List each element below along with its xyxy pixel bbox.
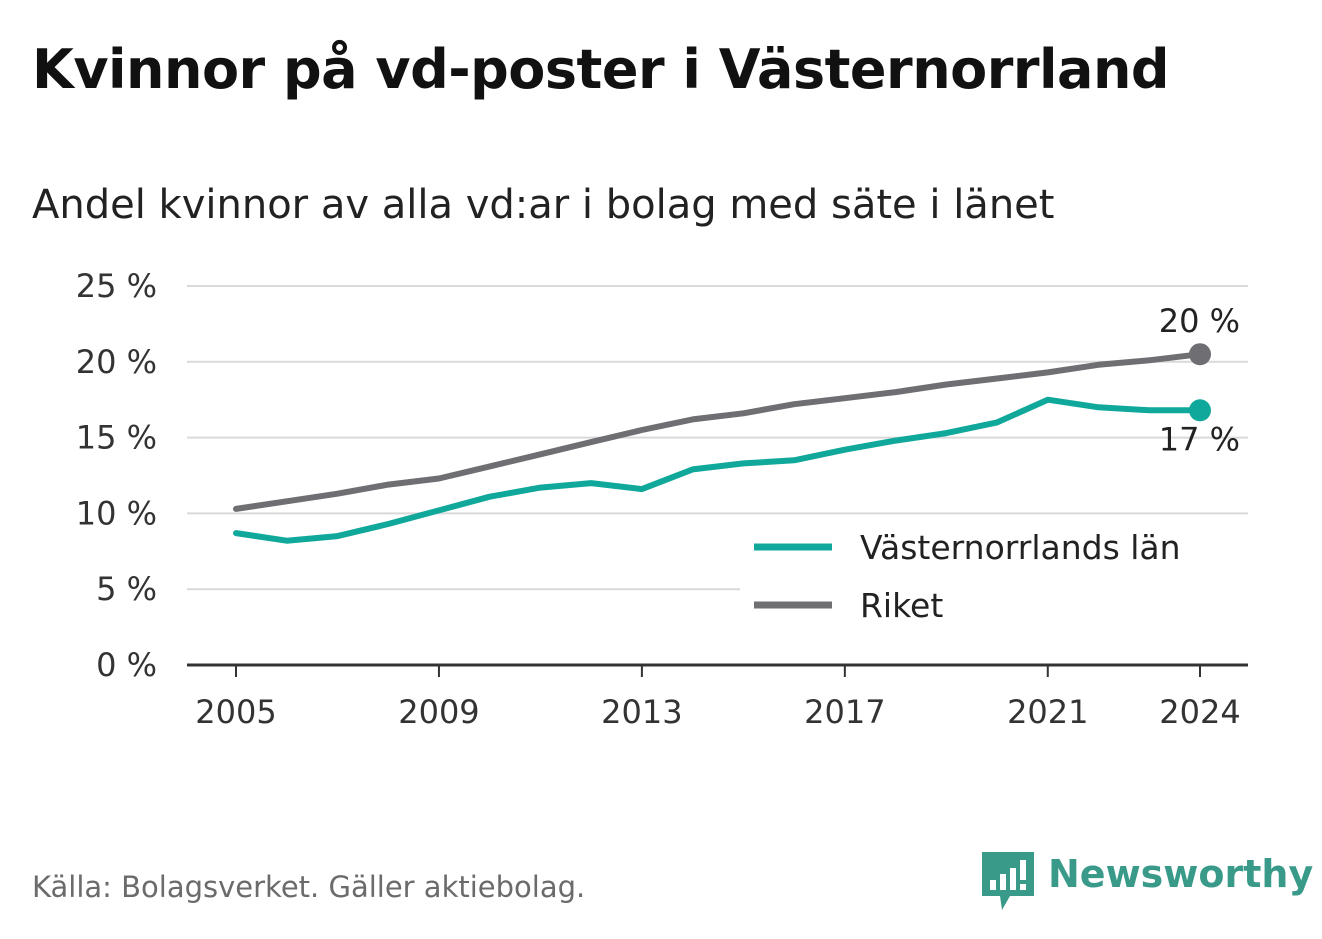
series-line bbox=[233, 351, 1203, 512]
series-lines bbox=[233, 343, 1211, 544]
newsworthy-logo: Newsworthy bbox=[980, 848, 1313, 912]
legend-box bbox=[740, 516, 1248, 634]
x-tick-label: 2009 bbox=[398, 693, 479, 731]
newsworthy-logo-icon bbox=[982, 852, 1034, 910]
logo-text: Newsworthy bbox=[1048, 852, 1314, 896]
y-axis: 0 % 5 % 10 % 15 % 20 % 25 % bbox=[76, 267, 157, 684]
end-value-label: 17 % bbox=[1159, 420, 1240, 458]
y-tick-label: 20 % bbox=[76, 343, 157, 381]
source-note: Källa: Bolagsverket. Gäller aktiebolag. bbox=[32, 870, 586, 904]
chart-subtitle: Andel kvinnor av alla vd:ar i bolag med … bbox=[32, 182, 1055, 228]
y-tick-label: 5 % bbox=[96, 570, 157, 608]
legend-label: Riket bbox=[860, 586, 943, 625]
y-tick-label: 15 % bbox=[76, 419, 157, 457]
grid-lines bbox=[187, 285, 1248, 591]
legend-label: Västernorrlands län bbox=[860, 528, 1181, 567]
end-value-label: 20 % bbox=[1159, 302, 1240, 340]
x-tick-label: 2013 bbox=[601, 693, 682, 731]
end-point bbox=[1189, 343, 1211, 366]
end-labels: 17 % 20 % bbox=[1159, 302, 1240, 458]
legend-background bbox=[740, 516, 1248, 634]
x-tick-label: 2021 bbox=[1007, 693, 1088, 731]
x-tick-label: 2005 bbox=[195, 693, 276, 731]
chart-title: Kvinnor på vd-poster i Västernorrland bbox=[32, 38, 1170, 101]
series-line bbox=[233, 396, 1203, 544]
x-axis: 2005 2009 2013 2017 2021 2024 bbox=[187, 663, 1248, 731]
y-tick-label: 25 % bbox=[76, 267, 157, 305]
line-chart: 0 %5 %10 %15 %20 %25 % 2005 2009 2013 2017 2… bbox=[76, 267, 1248, 731]
x-tick-label: 2024 bbox=[1159, 693, 1240, 731]
legend: Västernorrlands län Riket bbox=[754, 528, 1181, 625]
x-tick-label: 2017 bbox=[804, 693, 885, 731]
end-point bbox=[1189, 399, 1211, 422]
y-tick-label: 10 % bbox=[76, 494, 157, 532]
y-tick-label: 0 % bbox=[96, 646, 157, 684]
